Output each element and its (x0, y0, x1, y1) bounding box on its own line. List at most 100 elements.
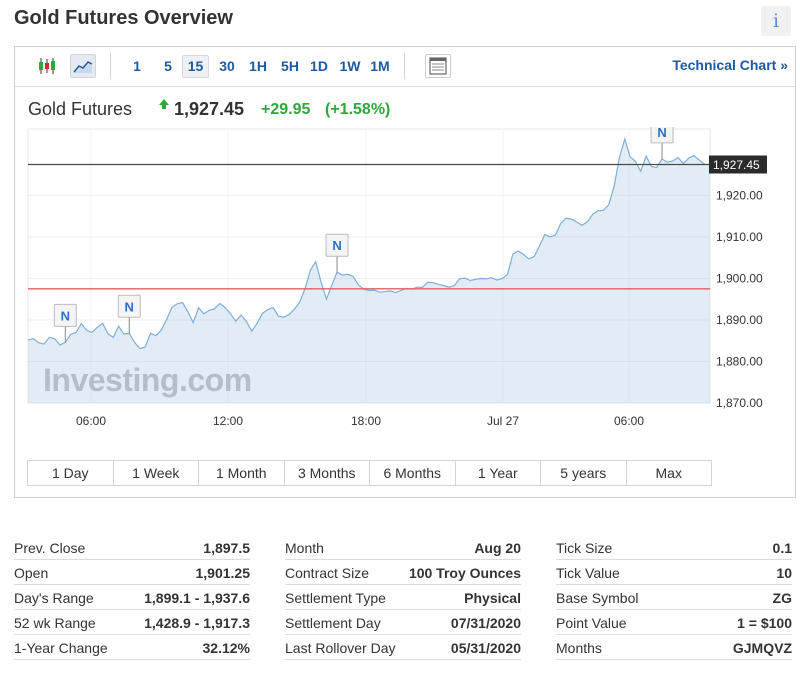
stat-value: 1 = $100 (737, 615, 792, 631)
stat-label: Months (556, 640, 602, 656)
x-tick-label: 12:00 (213, 414, 243, 428)
x-tick-label: Jul 27 (487, 414, 519, 428)
stat-label: Base Symbol (556, 590, 639, 606)
news-marker-label: N (125, 299, 134, 314)
stat-label: Month (285, 540, 324, 556)
stat-row: Tick Value 10 (556, 560, 792, 585)
stat-row: Base Symbol ZG (556, 585, 792, 610)
y-tick-label: 1,880.00 (716, 354, 763, 368)
x-tick-label: 06:00 (614, 414, 644, 428)
timeframe-button[interactable]: 1H (249, 58, 267, 74)
stat-label: 1-Year Change (14, 640, 108, 656)
stat-value: 07/31/2020 (450, 615, 521, 631)
news-marker[interactable]: N (325, 233, 349, 273)
stat-row: 52 wk Range 1,428.9 - 1,917.3 (14, 610, 250, 635)
stat-value: 100 Troy Ounces (408, 565, 521, 581)
stat-row: Day's Range 1,899.1 - 1,937.6 (14, 585, 250, 610)
timeframe-button[interactable]: 1 (133, 58, 141, 74)
y-tick-label: 1,910.00 (716, 230, 763, 244)
x-tick-label: 18:00 (351, 414, 381, 428)
stat-label: Tick Size (556, 540, 613, 556)
news-marker[interactable]: N (650, 127, 674, 159)
timeframe-button[interactable]: 30 (219, 58, 235, 74)
stat-value: GJMQVZ (732, 640, 792, 656)
range-button[interactable]: 1 Year (456, 461, 541, 485)
stat-label: Last Rollover Day (285, 640, 396, 656)
chart-widget: 1 5 15 30 1H 5H 1D 1W 1M Technical Chart » Gold … (14, 46, 796, 498)
info-button[interactable]: i (761, 6, 791, 36)
stat-row: Tick Size 0.1 (556, 535, 792, 560)
timeframe-button[interactable]: 1W (339, 58, 361, 74)
stat-value: ZG (772, 590, 792, 606)
news-marker[interactable]: N (53, 303, 77, 343)
page-title: Gold Futures Overview (14, 7, 233, 29)
stat-value: 0.1 (772, 540, 792, 556)
stat-row: Contract Size 100 Troy Ounces (285, 560, 521, 585)
up-arrow-icon (159, 99, 169, 109)
stat-row: Months GJMQVZ (556, 635, 792, 660)
news-marker-box (650, 127, 674, 144)
settings-panel-icon[interactable] (425, 54, 451, 78)
news-marker-label: N (657, 127, 666, 140)
stat-label: Contract Size (285, 565, 370, 581)
stat-row: Last Rollover Day 05/31/2020 (285, 635, 521, 660)
toolbar-divider (110, 53, 111, 79)
timeframe-button[interactable]: 15 (182, 55, 209, 78)
instrument-name: Gold Futures (28, 99, 133, 119)
stat-row: Prev. Close 1,897.5 (14, 535, 250, 560)
range-button[interactable]: 3 Months (285, 461, 370, 485)
y-tick-label: 1,920.00 (716, 188, 763, 202)
stat-value: Aug 20 (474, 540, 521, 556)
area-chart-icon[interactable] (70, 54, 96, 78)
stat-row: Settlement Day 07/31/2020 (285, 610, 521, 635)
news-marker-box (117, 294, 141, 318)
price-area (28, 139, 710, 403)
range-selector: 1 Day 1 Week 1 Month 3 Months 6 Months 1 Year… (27, 460, 712, 486)
x-tick-label: 06:00 (76, 414, 106, 428)
timeframe-button[interactable]: 5H (281, 58, 299, 74)
stat-label: Prev. Close (14, 540, 86, 556)
news-marker[interactable]: N (117, 294, 141, 334)
stat-row: Open 1,901.25 (14, 560, 250, 585)
stats-column-1: Prev. Close 1,897.5 Open 1,901.25 Day's Rang… (14, 535, 250, 660)
range-button[interactable]: 5 years (541, 461, 627, 485)
stats-column-3: Tick Size 0.1 Tick Value 10 Base Symbol ZG Poi… (556, 535, 792, 660)
stat-row: Month Aug 20 (285, 535, 521, 560)
news-marker-box (325, 233, 349, 257)
news-marker-box (53, 303, 77, 327)
stat-label: Settlement Day (285, 615, 381, 631)
y-tick-label: 1,870.00 (716, 396, 763, 410)
price-change-percent: (+1.58%) (325, 101, 391, 118)
timeframe-button[interactable]: 5 (164, 58, 172, 74)
current-price-box (709, 155, 767, 174)
stats-column-2: Month Aug 20 Contract Size 100 Troy Ounces S… (285, 535, 521, 660)
stat-value: 1,899.1 - 1,937.6 (144, 590, 250, 606)
range-button[interactable]: 1 Week (114, 461, 199, 485)
news-marker-label: N (61, 308, 70, 323)
stat-label: Open (14, 565, 49, 581)
range-button[interactable]: 1 Month (199, 461, 285, 485)
stat-label: Point Value (556, 615, 627, 631)
stat-value: 1,428.9 - 1,917.3 (144, 615, 250, 631)
range-button[interactable]: Max (655, 465, 682, 481)
stat-value: 1,901.25 (195, 565, 251, 581)
current-price-label: 1,927.45 (713, 158, 760, 172)
price-chart[interactable]: Investing.com 1,927.45 1,920.00 1,910.00 1,9… (15, 127, 795, 457)
price-line (27, 136, 711, 350)
chart-toolbar: 1 5 15 30 1H 5H 1D 1W 1M Technical Chart » (15, 47, 795, 87)
stat-value: 10 (776, 565, 792, 581)
range-button[interactable]: 1 Day (28, 461, 114, 485)
plot-area (27, 128, 711, 404)
stat-value: 05/31/2020 (450, 640, 521, 656)
y-tick-label: 1,890.00 (716, 313, 763, 327)
stat-row: 1-Year Change 32.12% (14, 635, 250, 660)
technical-chart-link[interactable]: Technical Chart » (672, 57, 788, 73)
news-marker-label: N (332, 238, 341, 253)
timeframe-button[interactable]: 1M (370, 58, 390, 74)
timeframe-button[interactable]: 1D (310, 58, 328, 74)
price-change: +29.95 (261, 101, 311, 118)
range-button[interactable]: 6 Months (370, 461, 456, 485)
candlestick-icon[interactable] (34, 54, 60, 78)
stat-value: 32.12% (202, 640, 250, 656)
stat-label: Day's Range (14, 590, 94, 606)
